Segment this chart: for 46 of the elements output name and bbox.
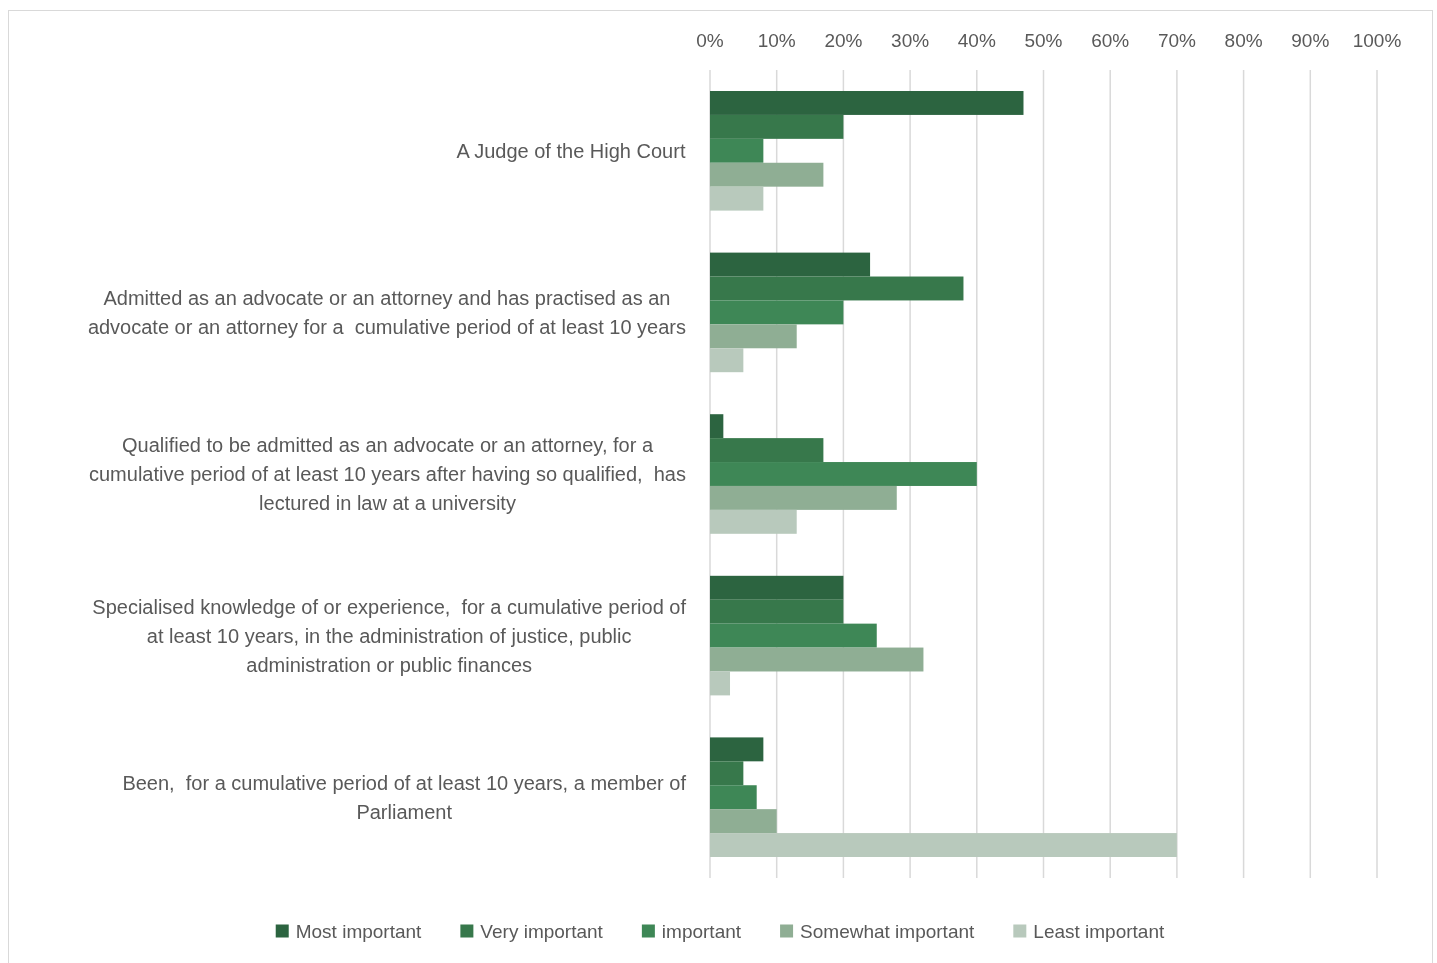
- x-tick-label: 70%: [1157, 30, 1197, 51]
- bar: [710, 300, 844, 325]
- bar: [710, 809, 777, 834]
- y-tick-label: Been, for a cumulative period of at least 10 years, a member of Parliament: [122, 771, 687, 823]
- bar: [710, 276, 964, 301]
- legend-label: Very important: [480, 921, 604, 942]
- bar: [710, 414, 724, 439]
- bar: [710, 575, 844, 600]
- bar: [710, 623, 877, 648]
- x-tick-label: 90%: [1291, 30, 1330, 51]
- bar: [710, 647, 924, 672]
- legend-label: important: [661, 921, 742, 942]
- y-tick-label: A Judge of the High Court: [456, 139, 686, 162]
- bar: [710, 761, 744, 786]
- legend-label: Most important: [295, 921, 423, 942]
- bar: [710, 138, 764, 163]
- x-tick-label: 60%: [1091, 30, 1130, 51]
- bar: [710, 91, 1024, 115]
- bar: [710, 252, 871, 277]
- x-tick-label: 20%: [824, 30, 863, 51]
- y-tick-label: Qualified to be admitted as an advocate or an attorney, for a cumulative period of at least 10 years after having so qualified, has lectured in law at a university: [88, 434, 686, 514]
- bar: [710, 509, 797, 534]
- bar: [710, 833, 1177, 857]
- bar: [710, 462, 977, 486]
- x-tick-label: 40%: [957, 30, 996, 51]
- bar: [710, 114, 844, 139]
- bar: [710, 438, 824, 463]
- y-tick-label: Specialised knowledge of or experience, for a cumulative period of at least 10 years, in the administration of justice, public administration or public finances: [92, 595, 687, 676]
- bar: [710, 348, 744, 373]
- x-tick-label: 0%: [696, 30, 724, 51]
- x-tick-label: 10%: [757, 30, 796, 51]
- bar: [710, 485, 897, 510]
- y-tick-label: Admitted as an advocate or an attorney and has practised as an advocate or an attorney for a cumulative period of at least 10 years: [87, 286, 686, 338]
- legend-label: Somewhat important: [800, 921, 976, 942]
- legend-label: Least important: [1033, 921, 1165, 942]
- bar: [710, 671, 731, 696]
- bar: [710, 324, 797, 349]
- x-tick-label: 50%: [1024, 30, 1063, 51]
- x-tick-label: 100%: [1352, 30, 1402, 51]
- x-tick-label: 80%: [1224, 30, 1263, 51]
- bar: [710, 162, 824, 187]
- bar: [710, 186, 764, 211]
- bar: [710, 737, 764, 762]
- bar: [710, 599, 844, 624]
- x-tick-label: 30%: [891, 30, 930, 51]
- bar: [710, 785, 757, 810]
